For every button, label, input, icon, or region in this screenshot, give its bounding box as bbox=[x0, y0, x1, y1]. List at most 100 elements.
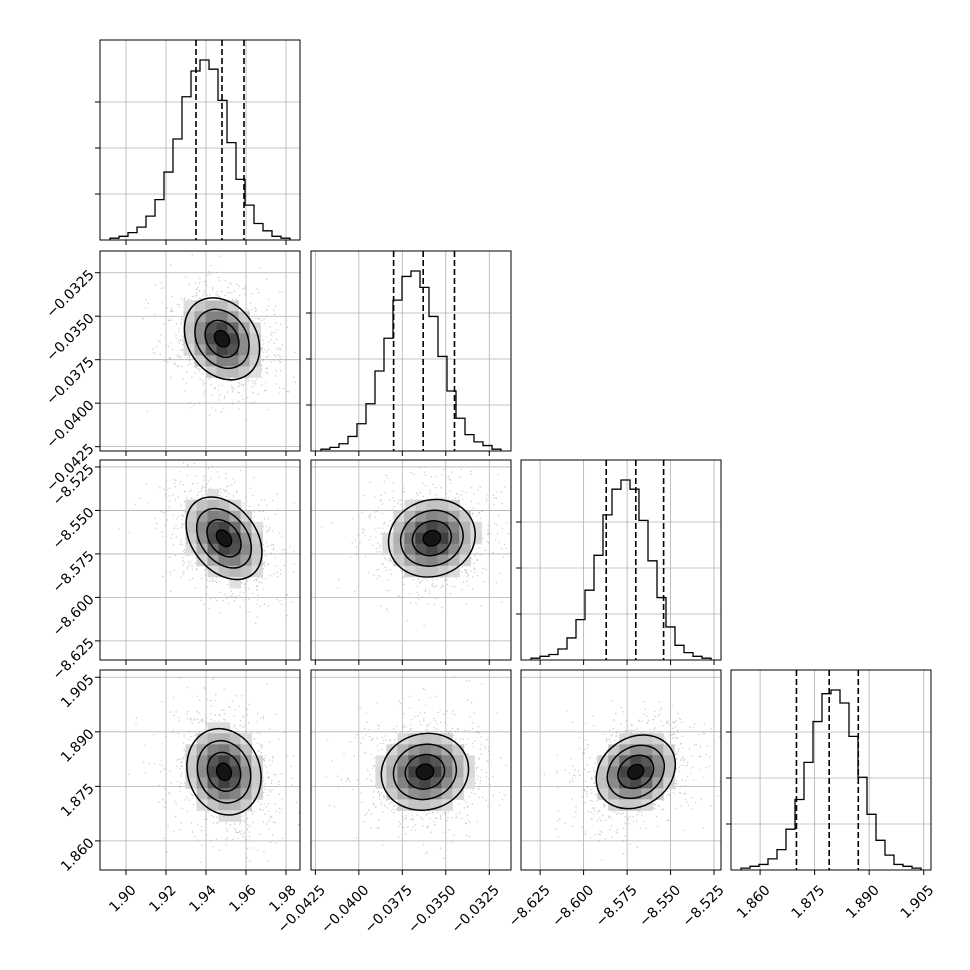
density-bin bbox=[249, 333, 261, 345]
contour-level-0 bbox=[595, 734, 677, 810]
density-bin bbox=[240, 788, 252, 800]
density-bin bbox=[216, 344, 228, 356]
density-bin bbox=[238, 333, 250, 345]
y-tick-label: 1.875 bbox=[58, 781, 98, 821]
density-bin bbox=[397, 766, 409, 778]
density-bin bbox=[218, 521, 230, 534]
panel-2-0: −8.525−8.550−8.575−8.600−8.625 bbox=[50, 459, 301, 683]
density-bin bbox=[216, 311, 228, 323]
panel-frame bbox=[99, 459, 301, 661]
density-bin bbox=[663, 744, 675, 756]
density-bin bbox=[386, 744, 398, 756]
x-tick-label: −8.550 bbox=[636, 882, 684, 930]
density-bin bbox=[229, 521, 241, 534]
contour-level-2 bbox=[206, 751, 242, 792]
panel-content bbox=[100, 40, 300, 240]
density-bin bbox=[408, 788, 420, 800]
panel-frame bbox=[520, 459, 722, 661]
density-bin bbox=[207, 788, 219, 800]
density-bin bbox=[419, 777, 431, 789]
density-bin bbox=[404, 510, 416, 523]
density-bin bbox=[448, 499, 460, 512]
density-bin bbox=[426, 510, 438, 523]
density-bin bbox=[240, 744, 252, 756]
density-bin bbox=[630, 799, 642, 811]
density-bin bbox=[229, 788, 241, 800]
density-bin bbox=[459, 521, 471, 534]
density-bin bbox=[641, 766, 653, 778]
density-bin bbox=[196, 510, 208, 523]
density-bin bbox=[404, 543, 416, 556]
density-bin bbox=[227, 355, 239, 367]
density-bin bbox=[205, 366, 217, 378]
density-bin bbox=[437, 521, 449, 534]
contour-level-0 bbox=[186, 727, 262, 816]
density-bin bbox=[249, 355, 261, 367]
density-bin bbox=[251, 777, 263, 789]
density-bin bbox=[183, 333, 195, 345]
contour-level-1 bbox=[194, 308, 250, 370]
panel-frame bbox=[520, 669, 722, 871]
panel-content bbox=[311, 670, 511, 870]
density-bin bbox=[430, 766, 442, 778]
panel-content bbox=[311, 251, 511, 451]
density-bin bbox=[452, 777, 464, 789]
panel-frame bbox=[99, 669, 301, 871]
density-bin bbox=[229, 733, 241, 745]
density-bin bbox=[218, 799, 230, 811]
density-bin bbox=[397, 799, 409, 811]
density-bin bbox=[207, 488, 219, 501]
density-bin bbox=[229, 554, 241, 567]
x-tick-label: 1.92 bbox=[146, 882, 179, 915]
contour-level-3 bbox=[215, 529, 233, 548]
density-bin bbox=[218, 777, 230, 789]
density-bin bbox=[608, 777, 620, 789]
density-bin bbox=[397, 777, 409, 789]
panel-frame bbox=[310, 669, 512, 871]
contour-level-3 bbox=[213, 329, 231, 348]
density-bin bbox=[196, 554, 208, 567]
density-bin bbox=[251, 565, 263, 578]
density-bin bbox=[216, 366, 228, 378]
density-bin bbox=[386, 755, 398, 767]
density-bin bbox=[437, 532, 449, 545]
density-bin bbox=[663, 777, 675, 789]
density-bin bbox=[229, 766, 241, 778]
density-bin bbox=[463, 777, 475, 789]
contour-level-3 bbox=[215, 762, 233, 782]
density-bin bbox=[470, 521, 482, 534]
density-bin bbox=[205, 333, 217, 345]
density-bin bbox=[652, 744, 664, 756]
density-bin bbox=[185, 766, 197, 778]
density-bin bbox=[430, 744, 442, 756]
density-bin bbox=[229, 565, 241, 578]
density-bin bbox=[441, 733, 453, 745]
density-bin bbox=[251, 554, 263, 567]
density-bin bbox=[608, 744, 620, 756]
density-bin bbox=[207, 799, 219, 811]
density-bin bbox=[249, 366, 261, 378]
panel-1-0: −0.0325−0.0350−0.0375−0.0400−0.0425 bbox=[43, 250, 301, 495]
y-tick-label: −8.550 bbox=[50, 505, 98, 553]
density-bin bbox=[415, 565, 427, 578]
density-bin bbox=[229, 799, 241, 811]
density-bin bbox=[207, 733, 219, 745]
x-tick-label: 1.905 bbox=[898, 882, 938, 922]
density-bin bbox=[415, 510, 427, 523]
density-bin bbox=[185, 521, 197, 534]
panel-1-1 bbox=[306, 250, 512, 456]
density-bin bbox=[196, 799, 208, 811]
x-tick-label: −8.600 bbox=[549, 882, 597, 930]
contour-level-0 bbox=[380, 732, 470, 811]
density-bin bbox=[218, 810, 230, 822]
density-bin bbox=[251, 532, 263, 545]
density-bin bbox=[641, 733, 653, 745]
density-bin bbox=[437, 554, 449, 567]
panel-content bbox=[731, 670, 931, 870]
density-bin bbox=[397, 755, 409, 767]
density-bin bbox=[240, 565, 252, 578]
density-bin bbox=[196, 532, 208, 545]
density-bin bbox=[229, 744, 241, 756]
density-bin bbox=[430, 733, 442, 745]
density-bin bbox=[459, 532, 471, 545]
